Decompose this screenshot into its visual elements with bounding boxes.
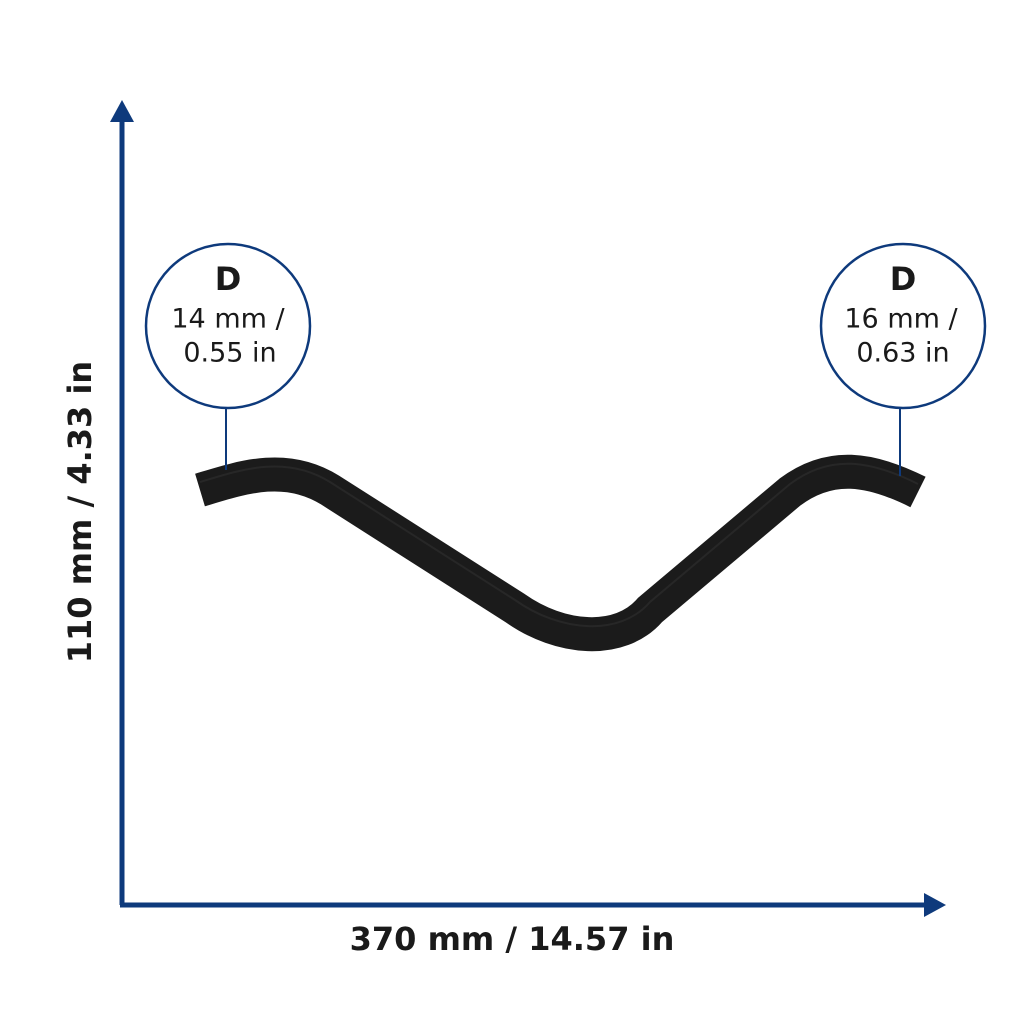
hose-highlight (199, 462, 919, 628)
callout-label: D (215, 260, 242, 298)
callout-text: 14 mm / (171, 304, 285, 335)
hose (195, 454, 926, 652)
callout-text: 16 mm / (844, 304, 958, 335)
arrow-head (110, 100, 134, 122)
arrow-head (924, 893, 946, 917)
callout-label: D (890, 260, 917, 298)
callout-circle (819, 242, 987, 410)
width-label: 370 mm / 14.57 in (350, 920, 675, 958)
callout-text: 0.55 in (183, 338, 276, 369)
callout-text: 0.63 in (856, 338, 949, 369)
height-label: 110 mm / 4.33 in (61, 361, 99, 663)
callout-circle (144, 242, 312, 410)
